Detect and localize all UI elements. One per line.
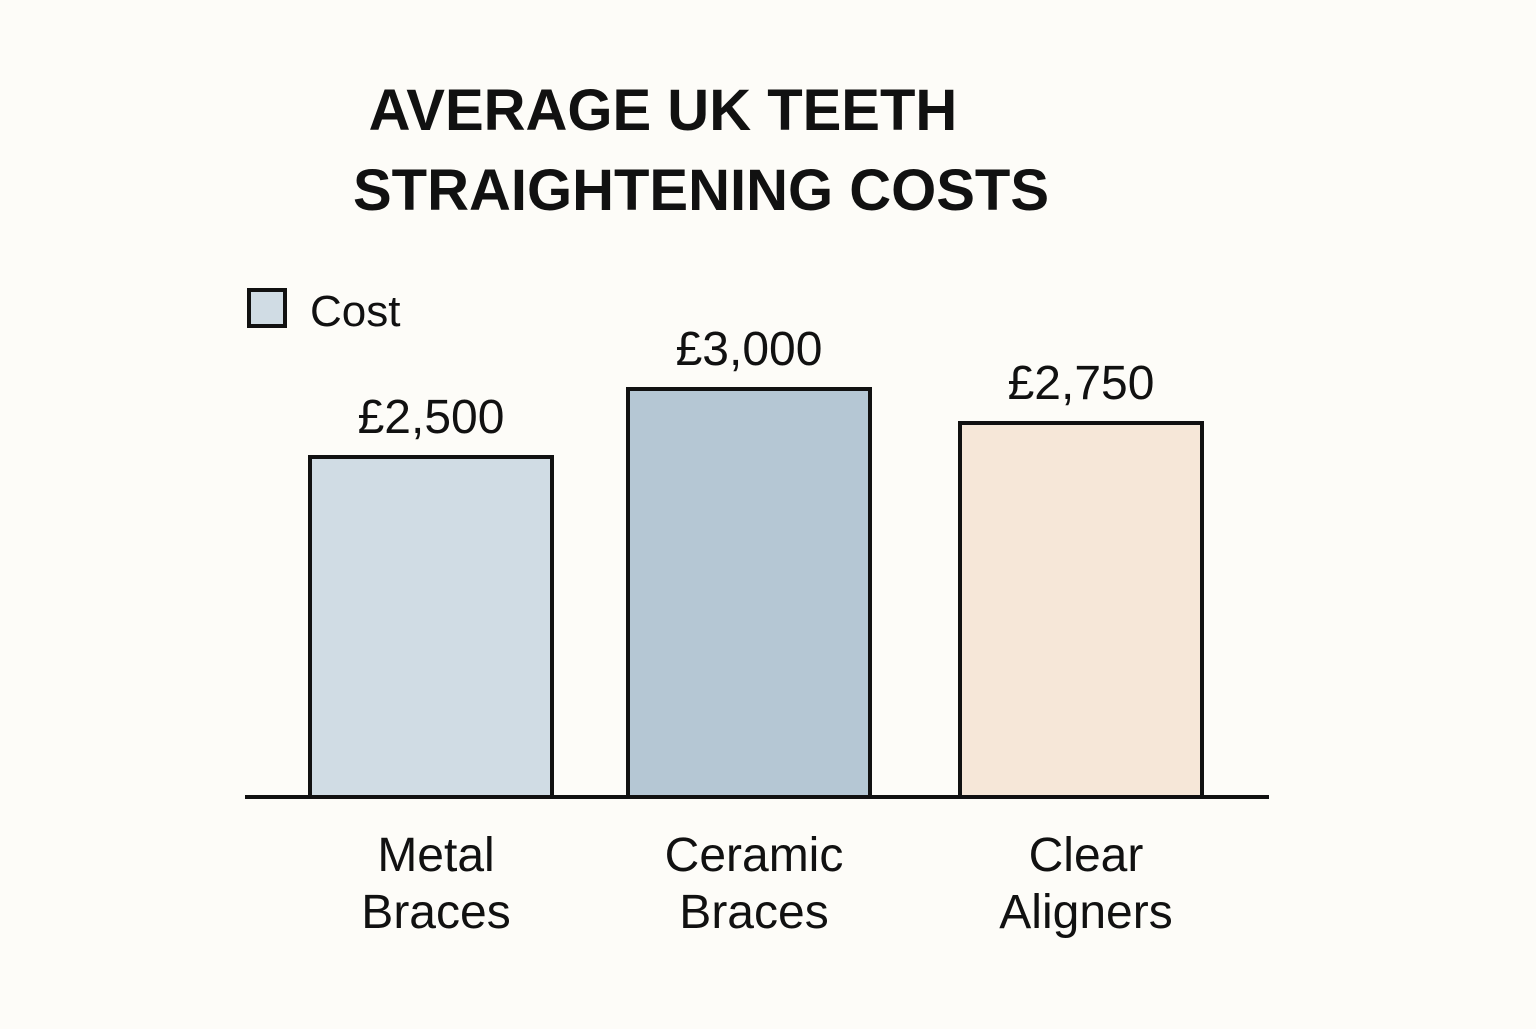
chart-title: AVERAGE UK TEETH STRAIGHTENING COSTS	[353, 78, 1049, 223]
bar-value-label-1: £2,500	[358, 391, 505, 444]
bar-3	[958, 421, 1204, 799]
category-label-2-line-1: Ceramic	[665, 829, 844, 882]
category-label-3-line-1: Clear	[1029, 829, 1144, 882]
value-labels-layer: £2,500 £3,000 £2,750	[358, 323, 1155, 444]
bar-1	[308, 455, 554, 799]
category-label-1-line-2: Braces	[361, 886, 510, 939]
legend-swatch	[247, 288, 287, 328]
legend: Cost	[247, 287, 400, 336]
bar-value-label-2: £3,000	[676, 323, 823, 376]
bars-layer	[308, 387, 1204, 799]
legend-label: Cost	[310, 287, 400, 336]
bar-2	[626, 387, 872, 799]
bar-value-label-3: £2,750	[1008, 357, 1155, 410]
chart-title-line-2: STRAIGHTENING COSTS	[353, 158, 1049, 223]
category-label-3-line-2: Aligners	[999, 886, 1172, 939]
chart-title-line-1: AVERAGE UK TEETH	[369, 78, 958, 143]
category-label-1-line-1: Metal	[377, 829, 494, 882]
category-label-2-line-2: Braces	[679, 886, 828, 939]
